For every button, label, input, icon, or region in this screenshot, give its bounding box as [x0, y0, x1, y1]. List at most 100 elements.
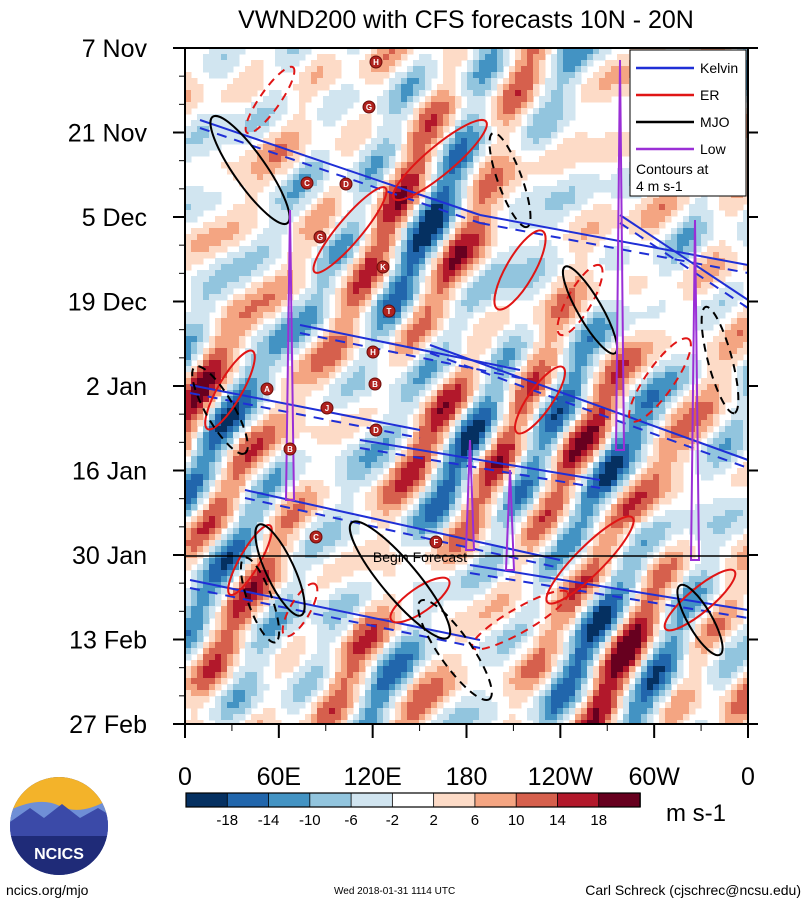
anomaly-cell — [689, 228, 696, 235]
anomaly-cell — [431, 438, 438, 445]
anomaly-cell — [581, 300, 588, 307]
anomaly-cell — [521, 102, 528, 109]
anomaly-cell — [275, 432, 282, 439]
anomaly-cell — [263, 180, 270, 187]
anomaly-cell — [593, 432, 600, 439]
anomaly-cell — [233, 318, 240, 325]
anomaly-cell — [563, 204, 570, 211]
anomaly-cell — [233, 120, 240, 127]
anomaly-cell — [713, 414, 720, 421]
anomaly-cell — [461, 462, 468, 469]
anomaly-cell — [461, 240, 468, 247]
anomaly-cell — [701, 444, 708, 451]
anomaly-cell — [203, 336, 210, 343]
anomaly-cell — [461, 366, 468, 373]
anomaly-cell — [479, 462, 486, 469]
anomaly-cell — [647, 354, 654, 361]
anomaly-cell — [485, 450, 492, 457]
anomaly-cell — [491, 156, 498, 163]
anomaly-cell — [209, 222, 216, 229]
anomaly-cell — [263, 156, 270, 163]
anomaly-cell — [677, 372, 684, 379]
anomaly-cell — [239, 408, 246, 415]
anomaly-cell — [455, 270, 462, 277]
anomaly-cell — [611, 192, 618, 199]
anomaly-cell — [377, 318, 384, 325]
anomaly-cell — [185, 330, 192, 337]
anomaly-cell — [665, 198, 672, 205]
anomaly-cell — [725, 444, 732, 451]
anomaly-cell — [257, 432, 264, 439]
anomaly-cell — [263, 324, 270, 331]
anomaly-cell — [449, 402, 456, 409]
anomaly-cell — [611, 258, 618, 265]
anomaly-cell — [713, 372, 720, 379]
anomaly-cell — [599, 54, 606, 61]
anomaly-cell — [461, 438, 468, 445]
anomaly-cell — [425, 360, 432, 367]
anomaly-cell — [491, 204, 498, 211]
anomaly-cell — [389, 414, 396, 421]
anomaly-cell — [653, 348, 660, 355]
anomaly-cell — [293, 84, 300, 91]
anomaly-cell — [317, 186, 324, 193]
anomaly-cell — [215, 264, 222, 271]
anomaly-cell — [551, 54, 558, 61]
anomaly-cell — [317, 294, 324, 301]
anomaly-cell — [575, 240, 582, 247]
anomaly-cell — [221, 402, 228, 409]
anomaly-cell — [473, 114, 480, 121]
anomaly-cell — [479, 414, 486, 421]
anomaly-cell — [473, 300, 480, 307]
anomaly-cell — [425, 174, 432, 181]
anomaly-cell — [539, 456, 546, 463]
anomaly-cell — [311, 282, 318, 289]
anomaly-cell — [527, 462, 534, 469]
anomaly-cell — [335, 462, 342, 469]
anomaly-cell — [431, 270, 438, 277]
anomaly-cell — [743, 330, 748, 337]
anomaly-cell — [395, 348, 402, 355]
anomaly-cell — [725, 456, 732, 463]
anomaly-cell — [203, 240, 210, 247]
anomaly-cell — [503, 84, 510, 91]
anomaly-cell — [455, 96, 462, 103]
anomaly-cell — [347, 210, 354, 217]
anomaly-cell — [311, 300, 318, 307]
anomaly-cell — [533, 78, 540, 85]
anomaly-cell — [575, 204, 582, 211]
anomaly-cell — [437, 108, 444, 115]
anomaly-cell — [731, 438, 738, 445]
anomaly-cell — [503, 336, 510, 343]
anomaly-cell — [431, 306, 438, 313]
anomaly-cell — [455, 174, 462, 181]
anomaly-cell — [623, 426, 630, 433]
anomaly-cell — [287, 456, 294, 463]
anomaly-cell — [317, 300, 324, 307]
anomaly-cell — [599, 402, 606, 409]
anomaly-cell — [425, 372, 432, 379]
anomaly-cell — [317, 78, 324, 85]
anomaly-cell — [611, 300, 618, 307]
anomaly-cell — [581, 258, 588, 265]
anomaly-cell — [329, 90, 336, 97]
anomaly-cell — [359, 216, 366, 223]
anomaly-cell — [323, 84, 330, 91]
anomaly-cell — [701, 234, 708, 241]
anomaly-cell — [545, 132, 552, 139]
anomaly-cell — [575, 138, 582, 145]
anomaly-cell — [503, 330, 510, 337]
anomaly-cell — [425, 426, 432, 433]
anomaly-cell — [641, 210, 648, 217]
anomaly-cell — [365, 252, 372, 259]
anomaly-cell — [269, 378, 276, 385]
anomaly-cell — [413, 342, 420, 349]
anomaly-cell — [647, 228, 654, 235]
anomaly-cell — [323, 378, 330, 385]
anomaly-cell — [251, 390, 258, 397]
anomaly-cell — [617, 246, 624, 253]
anomaly-cell — [707, 426, 714, 433]
anomaly-cell — [443, 432, 450, 439]
anomaly-cell — [191, 294, 198, 301]
anomaly-cell — [479, 438, 486, 445]
